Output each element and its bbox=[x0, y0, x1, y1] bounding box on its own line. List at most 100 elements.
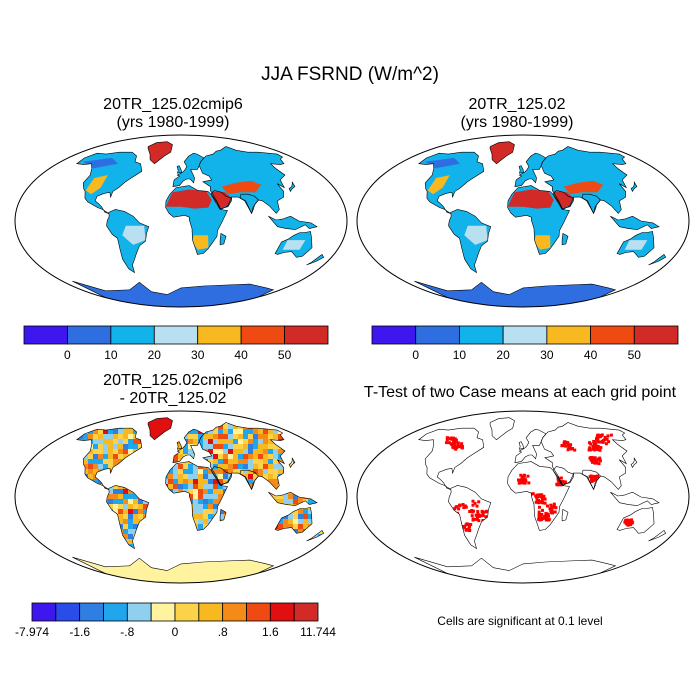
colorbar-tick-label: -.8 bbox=[120, 625, 134, 639]
coastline-indonesia bbox=[268, 491, 318, 506]
colorbar-swatch bbox=[103, 602, 128, 622]
colorbar-tick-label: 40 bbox=[234, 348, 248, 362]
colorbar-swatch bbox=[153, 325, 199, 345]
colorbar-tick-label: 50 bbox=[278, 348, 292, 362]
colorbar-tick-label: 20 bbox=[148, 348, 162, 362]
coastline-northAmerica bbox=[418, 427, 485, 490]
colorbar-swatch bbox=[633, 325, 679, 345]
colorbar-tick-label: 30 bbox=[540, 348, 554, 362]
coastline-africa bbox=[507, 185, 570, 255]
colorbar-swatch bbox=[459, 325, 504, 345]
colorbar-swatch bbox=[79, 602, 104, 622]
colorbar-swatch bbox=[415, 325, 460, 345]
coastline-australia bbox=[274, 507, 313, 534]
coastline-japan bbox=[630, 181, 638, 193]
coastline-northAmerica bbox=[76, 151, 143, 214]
colorbar-tick-label: 40 bbox=[584, 348, 598, 362]
colorbar-swatch bbox=[222, 602, 247, 622]
coastline-southAmerica bbox=[448, 209, 492, 274]
field-region-4 bbox=[85, 175, 108, 195]
field-region-1 bbox=[165, 189, 212, 209]
coastline-nz bbox=[306, 529, 325, 542]
colorbar-swatch bbox=[546, 325, 591, 345]
map-panel-2 bbox=[356, 134, 690, 308]
panel-2-title-line1: 20TR_125.02 bbox=[468, 96, 566, 113]
colorbar-tick-label: -1.6 bbox=[69, 625, 90, 639]
coastline-uk bbox=[176, 441, 183, 450]
coastline-uk bbox=[176, 165, 183, 174]
coastline-nz bbox=[648, 253, 667, 266]
colorbar-panel-3: -7.974 -1.6 -.8 0 .8 1.6 11.744 bbox=[15, 602, 336, 639]
colorbar-swatch bbox=[502, 325, 548, 345]
colorbar-swatch bbox=[55, 602, 81, 622]
coastline-northAmerica bbox=[76, 427, 143, 490]
field-region-10 bbox=[575, 156, 615, 166]
coastline-madagascar bbox=[561, 508, 569, 522]
panel-4-title-line1: T-Test of two Case means at each grid po… bbox=[363, 384, 677, 401]
coastline-indonesia bbox=[610, 215, 660, 230]
coastline-japan bbox=[630, 457, 638, 469]
field-region-3 bbox=[221, 180, 262, 195]
field-region-2 bbox=[553, 191, 574, 208]
coastline-australia bbox=[274, 231, 313, 258]
panel-3-title: 20TR_125.02cmip6 - 20TR_125.02 bbox=[18, 372, 328, 408]
coastline-greenland bbox=[147, 417, 173, 441]
coastline-asia bbox=[198, 422, 286, 491]
field-region-0 bbox=[490, 141, 515, 164]
coastline-japan bbox=[288, 181, 296, 193]
field-region-6 bbox=[464, 225, 488, 245]
colorbar-swatch bbox=[198, 602, 224, 622]
field-region-2 bbox=[211, 191, 232, 208]
field-region-8 bbox=[221, 163, 263, 176]
colorbar-swatch bbox=[67, 325, 112, 345]
colorbar-tick-label: 30 bbox=[191, 348, 205, 362]
colorbar-swatch bbox=[240, 325, 285, 345]
coastline-madagascar bbox=[219, 508, 227, 522]
colorbar-tick-label: 11.744 bbox=[300, 625, 336, 639]
coastline-indonesia bbox=[268, 215, 318, 230]
panel-1-title-line1: 20TR_125.02cmip6 bbox=[103, 96, 243, 113]
map-border bbox=[356, 410, 690, 584]
field-region-5 bbox=[192, 235, 209, 250]
coastline-africa bbox=[507, 461, 570, 531]
coastline-madagascar bbox=[561, 232, 569, 246]
coastline-southAmerica bbox=[106, 209, 150, 274]
colorbar-swatch bbox=[174, 602, 200, 622]
field-region-4 bbox=[427, 175, 450, 195]
significance-note: Cells are significant at 0.1 level bbox=[437, 614, 603, 628]
colorbar-swatch bbox=[284, 325, 329, 345]
colorbar-tick-label: 0 bbox=[64, 348, 71, 362]
coastline-indonesia bbox=[610, 491, 660, 506]
field-region-7 bbox=[624, 240, 648, 250]
colorbar-swatch bbox=[150, 602, 176, 622]
colorbar-tick-label: 0 bbox=[172, 625, 179, 639]
coastline-india bbox=[582, 193, 601, 215]
coastline-australia bbox=[616, 507, 655, 534]
coastline-nz bbox=[306, 253, 325, 266]
map-panel-4 bbox=[356, 410, 690, 584]
colorbar-panel-1: 0 10 20 30 40 50 bbox=[23, 325, 329, 362]
coastline-australia bbox=[616, 231, 655, 258]
figure-title: JJA FSRND (W/m^2) bbox=[261, 64, 439, 85]
colorbar-tick-label: 10 bbox=[453, 348, 467, 362]
coastline-asia bbox=[540, 146, 628, 215]
coastline-arabia bbox=[210, 466, 233, 485]
coastline-africa bbox=[165, 461, 228, 531]
colorbar-swatch bbox=[110, 325, 155, 345]
colorbar-swatch bbox=[126, 602, 152, 622]
map-panel-3 bbox=[14, 410, 348, 584]
colorbar-swatch bbox=[590, 325, 635, 345]
coastline-india bbox=[240, 469, 259, 491]
colorbar-swatch bbox=[246, 602, 271, 622]
coastline-greenland bbox=[147, 141, 173, 165]
colorbar-tick-label: .8 bbox=[218, 625, 228, 639]
colorbar-swatch bbox=[31, 602, 57, 622]
panel-3-title-line2: - 20TR_125.02 bbox=[119, 390, 227, 407]
colorbar-swatch bbox=[371, 325, 417, 345]
coastline-uk bbox=[518, 441, 525, 450]
field-region-10 bbox=[233, 156, 273, 166]
panel-2-title-line2: (yrs 1980-1999) bbox=[460, 114, 574, 131]
panel-2-title: 20TR_125.02 (yrs 1980-1999) bbox=[362, 96, 672, 132]
map-border bbox=[14, 410, 348, 584]
field-region-1 bbox=[507, 189, 554, 209]
